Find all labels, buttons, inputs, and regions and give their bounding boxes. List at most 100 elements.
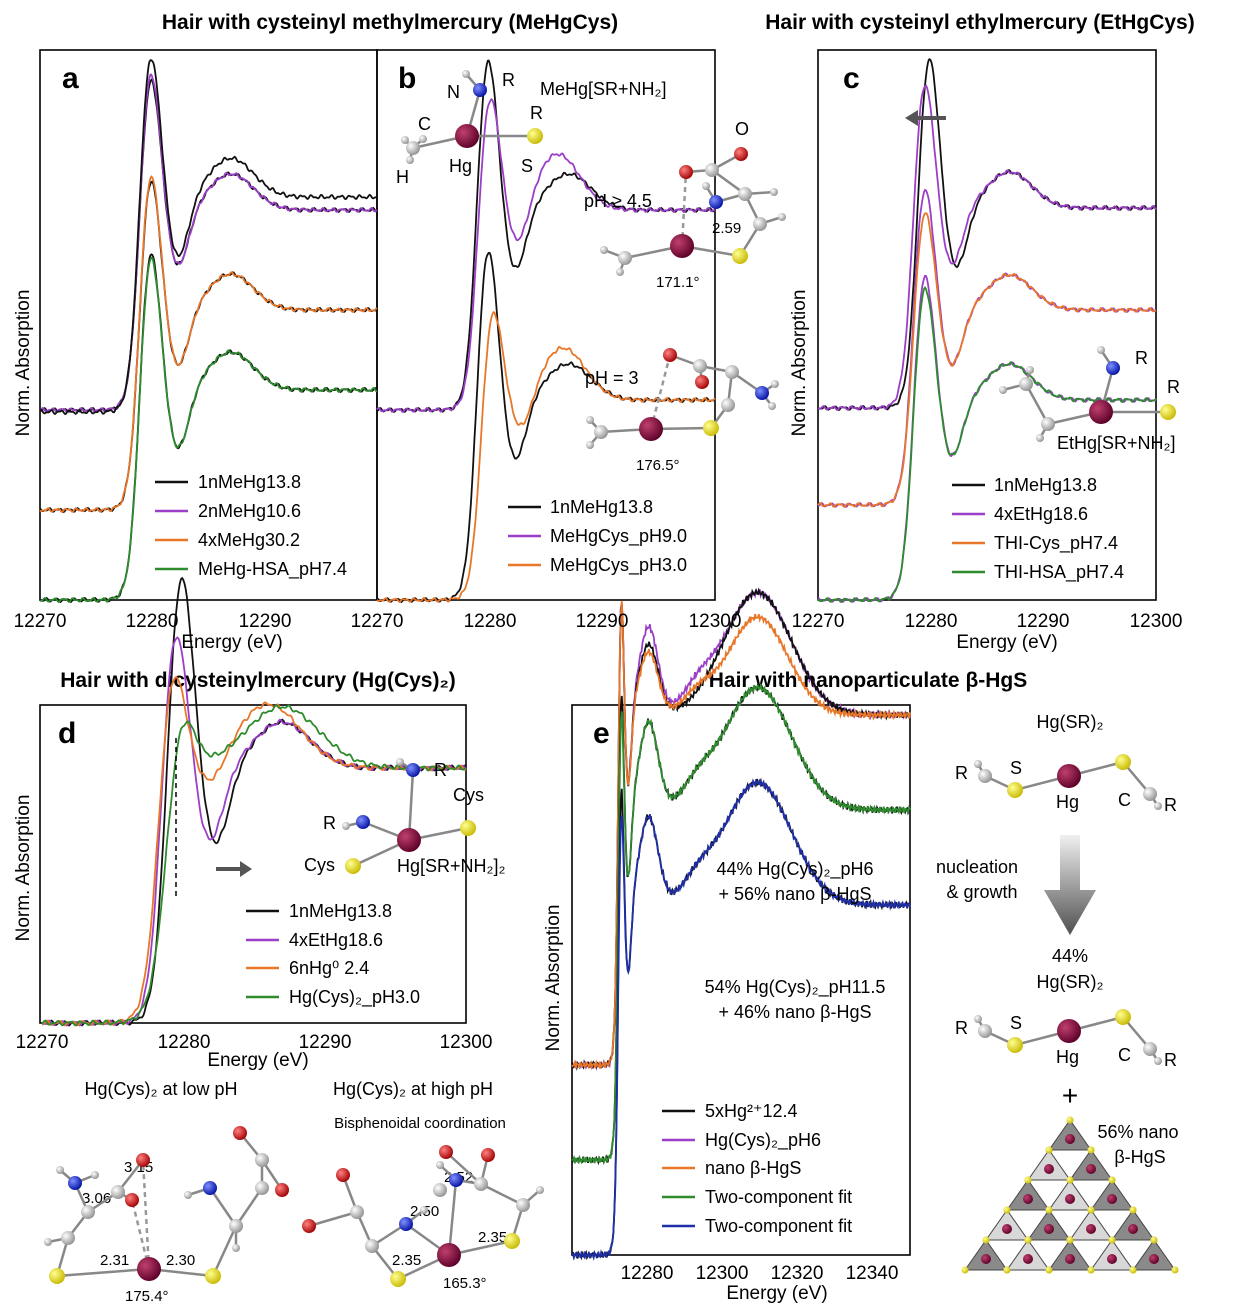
- tick-label: 12340: [846, 1263, 899, 1284]
- value-label: 2.35: [392, 1252, 421, 1269]
- angle-high-label: 171.1°: [656, 274, 700, 291]
- oxygen-atom: [679, 165, 693, 179]
- nitrogen-atom: [755, 386, 769, 400]
- panel-e-frame: [571, 704, 911, 1256]
- spectrum-line-a-black: [39, 59, 378, 416]
- legend-entry: MeHg-HSA_pH7.4: [198, 559, 347, 580]
- nitrogen-atom: [203, 1181, 217, 1195]
- spectrum-line-a-black: [39, 78, 378, 413]
- bond: [480, 1182, 524, 1207]
- bond: [234, 1187, 264, 1227]
- spectrum-line-b-purple: [376, 98, 716, 413]
- carbon-atom: [474, 1177, 488, 1191]
- value-label: 165.3°: [443, 1275, 487, 1292]
- carbon-atom: [365, 1239, 379, 1253]
- mercury-atom: [1089, 400, 1113, 424]
- atom-label-c: C: [1118, 1045, 1131, 1065]
- legend-entry: 5xHg²⁺12.4: [705, 1101, 798, 1121]
- carbon-atom: [516, 1198, 530, 1212]
- tick-label: 12280: [464, 611, 517, 632]
- mercury-atom: [137, 1257, 161, 1281]
- x-axis-label-e: Energy (eV): [726, 1283, 827, 1304]
- spectrum-line-a-black: [39, 180, 378, 514]
- y-axis-label-d: Norm. Absorption: [13, 795, 34, 942]
- panel-c-frame: [817, 49, 1157, 601]
- hydrogen-atom: [616, 268, 624, 276]
- sulfur-atom: [390, 1271, 406, 1287]
- shift-arrow-head-c: [905, 110, 918, 126]
- ph-low-label: pH = 3: [585, 368, 639, 388]
- sulfur-atom: [1003, 1266, 1011, 1274]
- nitrogen-atom: [356, 815, 370, 829]
- mercury-atom: [639, 417, 663, 441]
- oxygen-atom: [136, 1153, 150, 1167]
- sulfur-atom: [460, 820, 476, 836]
- tick-label: 12270: [16, 1032, 69, 1053]
- oxygen-atom: [302, 1219, 316, 1233]
- x-ticks-e: 12280 12300 12320 12340: [621, 1263, 899, 1284]
- sulfur-atom: [982, 1236, 990, 1244]
- carbon-atom: [255, 1153, 269, 1167]
- bond: [56, 1267, 150, 1278]
- atom-label-hg: Hg: [1056, 1047, 1079, 1067]
- hydrogen-atom: [999, 386, 1007, 394]
- atom-label-r: R: [502, 70, 515, 90]
- hydrogen-atom: [56, 1166, 64, 1174]
- fit1-line1: 44% Hg(Cys)₂_pH6: [716, 859, 873, 880]
- atom-label-r: R: [1164, 1050, 1177, 1070]
- sulfur-atom: [1024, 1236, 1032, 1244]
- hydrogen-atom: [419, 135, 427, 143]
- hydrogen-atom: [600, 246, 608, 254]
- hydrogen-atom: [44, 1238, 52, 1246]
- complex-label-b: MeHg[SR+NH₂]: [540, 79, 667, 99]
- atom-label-r2: R: [530, 103, 543, 123]
- cys-label: Cys: [304, 855, 335, 875]
- hydrogen-atom: [770, 188, 778, 196]
- bond: [1024, 383, 1050, 425]
- nano-label-2: β-HgS: [1114, 1147, 1165, 1167]
- hydrogen-atom: [1154, 1057, 1162, 1065]
- x-axis-label-c: Energy (eV): [956, 632, 1057, 653]
- hydrogen-atom: [974, 760, 982, 768]
- tick-label: 12300: [696, 1263, 749, 1284]
- scheme-pct: 44%: [1052, 946, 1088, 966]
- panel-b-annotations: MeHg[SR+NH₂] pH ≥ 4.5 pH = 3 2.59 171.1°…: [396, 70, 749, 474]
- bond: [447, 1179, 458, 1256]
- sulfur-atom: [527, 128, 543, 144]
- mercury-atom: [670, 234, 694, 258]
- tick-label: 12280: [126, 611, 179, 632]
- bond: [680, 171, 688, 247]
- legend-entry: 1nMeHg13.8: [550, 497, 653, 517]
- sulfur-atom: [1007, 782, 1023, 798]
- hydrogen-atom: [1036, 434, 1044, 442]
- sulfur-atom: [1066, 1176, 1074, 1184]
- mercury-atom: [1044, 1164, 1054, 1174]
- angle-low-label: 176.5°: [636, 457, 680, 474]
- scheme-bottom-label: Hg(SR)₂: [1037, 972, 1104, 992]
- sulfur-atom: [1066, 1116, 1074, 1124]
- sulfur-atom: [1087, 1206, 1095, 1214]
- sulfur-atom: [961, 1266, 969, 1274]
- spectrum-line-b-black: [376, 251, 716, 604]
- spectrum-line-c-purple: [817, 84, 1157, 411]
- spectra: [39, 58, 1157, 1262]
- mercury-atom: [397, 828, 421, 852]
- atom-label-c: C: [418, 114, 431, 134]
- hydrogen-atom: [702, 182, 710, 190]
- atom-label-o: O: [735, 119, 749, 139]
- cys-label: Cys: [453, 785, 484, 805]
- fit2-line2: + 46% nano β-HgS: [719, 1002, 872, 1022]
- title-hgcys2: Hair with dicysteinylmercury (Hg(Cys)₂): [60, 669, 456, 692]
- mercury-atom: [1002, 1224, 1012, 1234]
- sulfur-atom: [1108, 1236, 1116, 1244]
- atom-label-r: R: [955, 1018, 968, 1038]
- scheme-process-2: & growth: [946, 882, 1017, 902]
- tick-label: 12280: [621, 1263, 674, 1284]
- hydrogen-atom: [401, 136, 409, 144]
- legend-entry: 4xEtHg18.6: [994, 504, 1088, 524]
- sulfur-atom: [1045, 1266, 1053, 1274]
- carbon-atom: [255, 1181, 269, 1195]
- mercury-atom: [1044, 1224, 1054, 1234]
- legend-entry: 6nHg⁰ 2.4: [289, 958, 369, 978]
- oxygen-atom: [233, 1126, 247, 1140]
